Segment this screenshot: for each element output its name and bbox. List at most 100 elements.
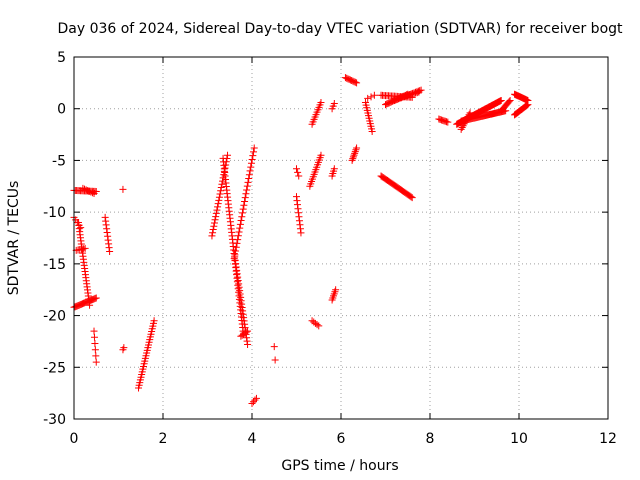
data-point bbox=[82, 186, 90, 194]
data-point bbox=[233, 239, 241, 247]
data-point bbox=[349, 153, 357, 161]
x-tick-label: 10 bbox=[510, 431, 528, 447]
data-point bbox=[294, 168, 302, 176]
data-point bbox=[349, 155, 357, 163]
data-point bbox=[224, 151, 232, 159]
y-tick-label: -15 bbox=[43, 257, 66, 273]
data-point bbox=[506, 96, 514, 104]
data-point bbox=[317, 151, 325, 159]
y-tick-label: -30 bbox=[43, 412, 66, 428]
data-point bbox=[351, 149, 359, 157]
data-point bbox=[505, 98, 513, 106]
data-point bbox=[522, 102, 530, 110]
data-point bbox=[90, 190, 98, 198]
x-tick-label: 12 bbox=[599, 431, 617, 447]
data-point bbox=[247, 163, 255, 171]
data-point bbox=[252, 394, 260, 402]
x-tick-label: 8 bbox=[426, 431, 435, 447]
data-point bbox=[79, 184, 87, 192]
data-point bbox=[215, 193, 223, 201]
chart-title: Day 036 of 2024, Sidereal Day-to-day VTE… bbox=[57, 21, 623, 37]
data-point bbox=[415, 88, 423, 96]
data-point bbox=[246, 167, 254, 175]
data-point bbox=[214, 200, 222, 208]
data-point bbox=[234, 236, 242, 244]
data-point bbox=[351, 78, 359, 86]
data-point bbox=[217, 184, 225, 192]
data-point bbox=[241, 197, 249, 205]
data-point bbox=[242, 328, 250, 336]
data-point bbox=[408, 194, 416, 202]
data-point bbox=[81, 244, 89, 252]
data-point bbox=[234, 232, 242, 240]
data-point bbox=[315, 322, 323, 330]
data-point bbox=[209, 229, 217, 237]
data-point bbox=[91, 346, 99, 354]
x-axis-label: GPS time / hours bbox=[281, 458, 398, 474]
data-point bbox=[239, 205, 247, 213]
data-point bbox=[230, 255, 238, 263]
data-point bbox=[330, 165, 338, 173]
data-point bbox=[350, 151, 358, 159]
data-point bbox=[523, 101, 531, 109]
data-point bbox=[244, 178, 252, 186]
data-point bbox=[271, 356, 279, 364]
data-point bbox=[248, 399, 256, 407]
data-point bbox=[348, 156, 356, 164]
data-point bbox=[208, 232, 216, 240]
data-point bbox=[364, 94, 372, 102]
x-tick-label: 0 bbox=[70, 431, 79, 447]
data-point bbox=[232, 243, 240, 251]
y-tick-label: -5 bbox=[52, 153, 66, 169]
data-point bbox=[293, 165, 300, 173]
data-point bbox=[218, 180, 226, 188]
data-point bbox=[241, 194, 249, 202]
x-tick-label: 2 bbox=[159, 431, 168, 447]
y-tick-label: -20 bbox=[43, 309, 66, 325]
data-point bbox=[237, 217, 245, 225]
data-point bbox=[216, 190, 224, 198]
data-point bbox=[232, 247, 240, 255]
data-point bbox=[313, 321, 321, 329]
data-point bbox=[85, 187, 93, 195]
data-point bbox=[119, 185, 127, 193]
ticks-layer bbox=[73, 56, 609, 420]
y-tick-label: 5 bbox=[57, 50, 66, 66]
data-point bbox=[211, 216, 219, 224]
data-point bbox=[213, 206, 221, 214]
data-point bbox=[150, 317, 158, 325]
data-point bbox=[217, 187, 225, 195]
data-point bbox=[370, 91, 378, 99]
data-point bbox=[295, 172, 303, 180]
data-point bbox=[240, 201, 248, 209]
data-point bbox=[92, 294, 100, 302]
data-point bbox=[248, 155, 256, 163]
data-point bbox=[524, 101, 532, 109]
data-point bbox=[270, 343, 278, 351]
data-point bbox=[92, 352, 100, 360]
data-point bbox=[247, 159, 255, 167]
data-point bbox=[497, 96, 505, 104]
data-point bbox=[212, 209, 220, 217]
data-point bbox=[210, 222, 218, 230]
data-point bbox=[91, 339, 99, 347]
data-point bbox=[250, 144, 258, 152]
data-point bbox=[353, 79, 361, 87]
y-axis-label: SDTVAR / TECUs bbox=[6, 181, 22, 296]
data-point bbox=[297, 229, 305, 237]
data-point bbox=[209, 225, 217, 233]
data-point bbox=[238, 213, 246, 221]
data-point bbox=[330, 100, 338, 108]
x-tick-label: 6 bbox=[337, 431, 346, 447]
data-point bbox=[351, 148, 359, 156]
data-point bbox=[214, 203, 222, 211]
data-point bbox=[90, 327, 98, 335]
data-point bbox=[466, 109, 474, 117]
data-point bbox=[90, 333, 98, 341]
data-point bbox=[212, 213, 220, 221]
data-point bbox=[88, 189, 96, 197]
data-point bbox=[87, 188, 95, 196]
data-point bbox=[243, 186, 251, 194]
data-point bbox=[444, 118, 452, 126]
data-point bbox=[242, 190, 250, 198]
